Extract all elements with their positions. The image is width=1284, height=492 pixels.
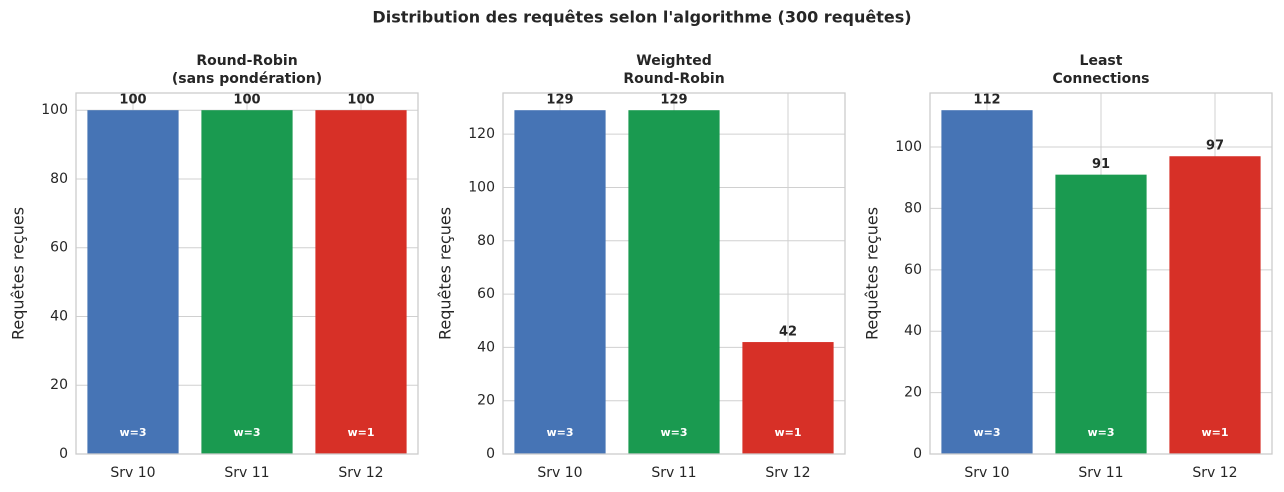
chart-title: Least	[1080, 53, 1123, 69]
value-label: 100	[347, 93, 374, 108]
y-tick-label: 40	[477, 339, 495, 355]
y-tick-label: 80	[904, 200, 922, 216]
chart-title: Round-Robin	[196, 53, 297, 69]
value-label: 129	[546, 93, 573, 108]
bar	[87, 110, 179, 454]
bar	[514, 110, 606, 454]
bar	[1169, 156, 1261, 454]
y-axis-label: Requêtes reçues	[9, 207, 28, 340]
bar-annotation: w=3	[1087, 426, 1114, 439]
axes-frame	[75, 92, 419, 455]
bar-annotation: w=1	[774, 426, 801, 439]
y-tick-label: 100	[468, 179, 495, 195]
bar-annotation: w=1	[347, 426, 374, 439]
y-tick-label: 20	[477, 393, 495, 409]
y-tick-label: 0	[486, 446, 495, 462]
y-tick-label: 60	[904, 262, 922, 278]
y-axis-label: Requêtes reçues	[436, 207, 455, 340]
axes-frame	[929, 92, 1273, 455]
x-tick-label: Srv 10	[964, 465, 1009, 481]
bar-annotation: w=3	[119, 426, 146, 439]
y-tick-label: 80	[477, 233, 495, 249]
y-tick-label: 40	[904, 323, 922, 339]
x-tick-label: Srv 10	[110, 465, 155, 481]
bar-annotation: w=3	[546, 426, 573, 439]
bar-annotation: w=3	[973, 426, 1000, 439]
value-label: 42	[779, 325, 797, 340]
bar	[201, 110, 293, 454]
x-tick-label: Srv 11	[224, 465, 269, 481]
value-label: 129	[660, 93, 687, 108]
bar-annotation: w=3	[660, 426, 687, 439]
bar	[1055, 174, 1147, 454]
x-tick-label: Srv 11	[1078, 465, 1123, 481]
y-axis-label: Requêtes reçues	[863, 207, 882, 340]
figure-title: Distribution des requêtes selon l'algori…	[372, 8, 911, 27]
x-tick-label: Srv 12	[338, 465, 383, 481]
axes-frame	[502, 92, 846, 455]
y-tick-label: 60	[477, 286, 495, 302]
chart-title: (sans pondération)	[172, 71, 322, 87]
value-label: 91	[1092, 157, 1110, 172]
bar-annotation: w=1	[1201, 426, 1228, 439]
y-tick-label: 100	[41, 102, 68, 118]
value-label: 100	[233, 93, 260, 108]
bar	[628, 110, 720, 454]
y-tick-label: 20	[904, 385, 922, 401]
x-tick-label: Srv 11	[651, 465, 696, 481]
chart-title: Round-Robin	[623, 71, 724, 87]
y-tick-label: 0	[913, 446, 922, 462]
y-tick-label: 0	[59, 446, 68, 462]
value-label: 112	[973, 93, 1000, 108]
bar	[941, 110, 1033, 454]
bar-annotation: w=3	[233, 426, 260, 439]
bar	[742, 342, 834, 454]
chart-title: Connections	[1052, 71, 1149, 87]
x-tick-label: Srv 10	[537, 465, 582, 481]
x-tick-label: Srv 12	[1192, 465, 1237, 481]
y-tick-label: 120	[468, 126, 495, 142]
chart-title: Weighted	[636, 53, 711, 69]
bar	[315, 110, 407, 454]
y-tick-label: 40	[50, 308, 68, 324]
y-tick-label: 100	[895, 139, 922, 155]
y-tick-label: 60	[50, 240, 68, 256]
value-label: 97	[1206, 139, 1224, 154]
x-tick-label: Srv 12	[765, 465, 810, 481]
value-label: 100	[119, 93, 146, 108]
y-tick-label: 20	[50, 377, 68, 393]
y-tick-label: 80	[50, 171, 68, 187]
